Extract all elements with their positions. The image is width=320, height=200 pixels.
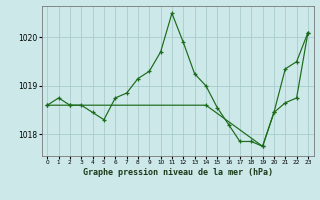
X-axis label: Graphe pression niveau de la mer (hPa): Graphe pression niveau de la mer (hPa) bbox=[83, 168, 273, 177]
